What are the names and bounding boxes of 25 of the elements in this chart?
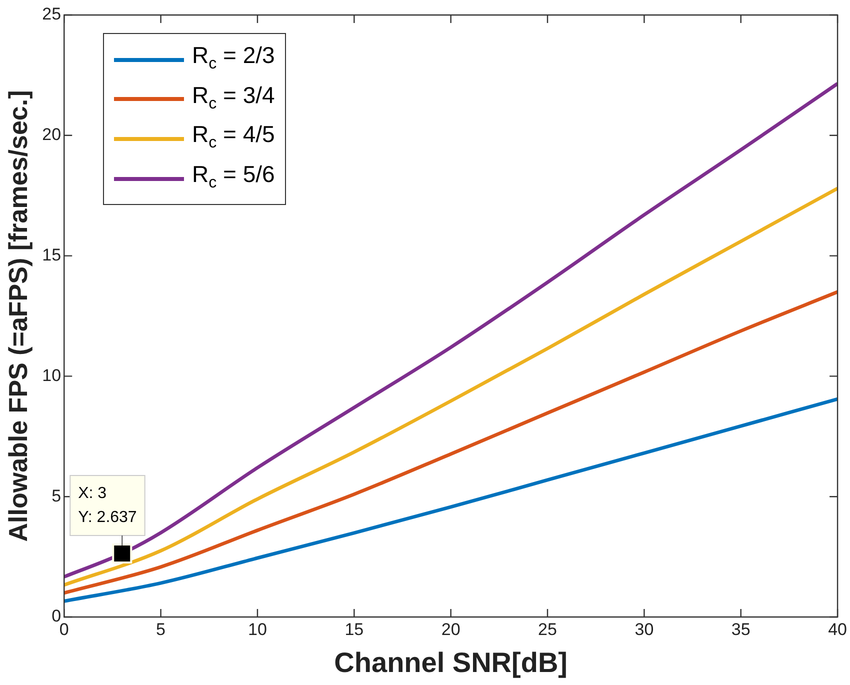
x-axis-title: Channel SNR[dB]	[334, 646, 568, 678]
y-tick-label: 5	[52, 486, 62, 506]
x-tick-label: 30	[634, 620, 654, 639]
x-tick-label: 15	[344, 620, 364, 639]
legend-label: R$_{c}$ = 5/6	[192, 160, 275, 194]
y-tick-label: 10	[42, 366, 62, 385]
x-tick-label: 40	[828, 620, 848, 639]
y-tick-label: 0	[52, 606, 62, 626]
legend-label: R$_{c}$ = 3/4	[192, 80, 275, 114]
x-tick-label: 25	[538, 620, 557, 639]
line-series	[64, 82, 838, 579]
line-series	[64, 186, 838, 587]
x-tick-label: 35	[731, 620, 750, 639]
x-tick-label: 5	[156, 620, 166, 639]
y-tick-label: 20	[42, 125, 62, 144]
x-tick-label: 10	[248, 620, 267, 639]
legend-label: R$_{c}$ = 4/5	[192, 120, 275, 154]
annotation: X: 3 Y: 2.637	[78, 484, 137, 526]
y-tick-label: 15	[42, 245, 62, 264]
legend-label: R$_{c}$ = 2/3	[192, 41, 275, 75]
y-tick-label: 25	[42, 4, 62, 24]
x-tick-label: 20	[441, 620, 460, 639]
line-series	[64, 290, 838, 595]
line-series	[64, 397, 838, 603]
y-axis-title: Allowable FPS (=aFPS) [frames/sec.]	[2, 90, 33, 542]
